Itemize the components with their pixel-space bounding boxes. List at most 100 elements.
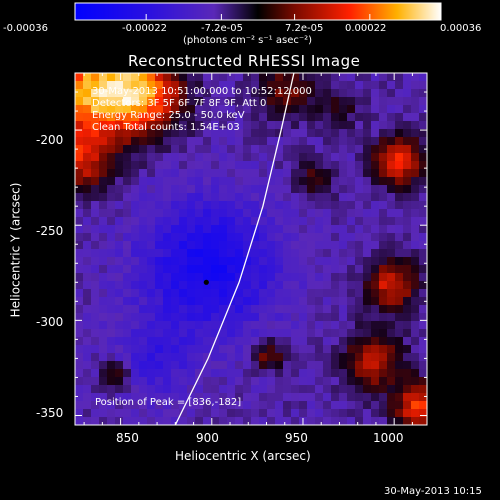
heatmap-cell xyxy=(107,297,116,306)
heatmap-cell xyxy=(331,289,340,298)
heatmap-cell xyxy=(323,113,332,122)
heatmap-cell xyxy=(363,249,372,258)
heatmap-cell xyxy=(219,249,228,258)
heatmap-cell xyxy=(155,281,164,290)
heatmap-cell xyxy=(355,113,364,122)
heatmap-cell xyxy=(211,377,220,386)
heatmap-cell xyxy=(331,409,340,418)
heatmap-cell xyxy=(299,377,308,386)
heatmap-cell xyxy=(187,225,196,234)
heatmap-cell xyxy=(419,257,427,266)
heatmap-cell xyxy=(203,281,212,290)
heatmap-cell xyxy=(155,105,164,114)
heatmap-cell xyxy=(195,377,204,386)
heatmap-cell xyxy=(275,145,284,154)
heatmap-cell xyxy=(123,313,132,322)
heatmap-cell xyxy=(99,201,108,210)
heatmap-cell xyxy=(331,385,340,394)
heatmap-cell xyxy=(163,337,172,346)
heatmap-cell xyxy=(411,129,420,138)
heatmap-cell xyxy=(339,161,348,170)
heatmap-cell xyxy=(299,305,308,314)
heatmap-cell xyxy=(99,97,108,106)
heatmap-cell xyxy=(363,345,372,354)
heatmap-cell xyxy=(363,265,372,274)
heatmap-cell xyxy=(235,81,244,90)
heatmap-cell xyxy=(91,337,100,346)
heatmap-cell xyxy=(187,193,196,202)
heatmap-cell xyxy=(91,361,100,370)
heatmap-cell xyxy=(251,369,260,378)
heatmap-cell xyxy=(347,153,356,162)
heatmap-cell xyxy=(419,337,427,346)
heatmap-cell xyxy=(379,257,388,266)
heatmap-cell xyxy=(155,169,164,178)
heatmap-cell xyxy=(219,145,228,154)
heatmap-cell xyxy=(163,209,172,218)
heatmap-cell xyxy=(115,289,124,298)
heatmap-cell xyxy=(91,89,100,98)
heatmap-cell xyxy=(179,241,188,250)
heatmap-cell xyxy=(235,329,244,338)
heatmap-cell xyxy=(395,377,404,386)
heatmap-cell xyxy=(235,289,244,298)
heatmap-cell xyxy=(251,297,260,306)
heatmap-cell xyxy=(275,313,284,322)
heatmap-cell xyxy=(283,185,292,194)
heatmap-cell xyxy=(331,361,340,370)
heatmap-cell xyxy=(131,89,140,98)
heatmap-cell xyxy=(107,153,116,162)
heatmap-cell xyxy=(331,169,340,178)
heatmap-cell xyxy=(235,249,244,258)
heatmap-cell xyxy=(275,105,284,114)
heatmap-cell xyxy=(171,377,180,386)
heatmap-cell xyxy=(299,177,308,186)
heatmap-cell xyxy=(115,161,124,170)
heatmap-cell xyxy=(123,193,132,202)
heatmap-cell xyxy=(355,97,364,106)
heatmap-cell xyxy=(203,137,212,146)
heatmap-cell xyxy=(187,169,196,178)
heatmap-cell xyxy=(187,297,196,306)
heatmap-cell xyxy=(411,273,420,282)
heatmap-cell xyxy=(91,409,100,418)
heatmap-cell xyxy=(195,89,204,98)
heatmap-cell xyxy=(403,393,412,402)
heatmap-cell xyxy=(99,369,108,378)
heatmap-cell xyxy=(259,121,268,130)
heatmap-cell xyxy=(195,385,204,394)
heatmap-cell xyxy=(395,249,404,258)
heatmap-cell xyxy=(219,289,228,298)
heatmap-cell xyxy=(339,137,348,146)
heatmap-cell xyxy=(107,385,116,394)
heatmap-cell xyxy=(299,209,308,218)
heatmap-cell xyxy=(179,121,188,130)
plot-frame xyxy=(74,72,428,426)
heatmap-cell xyxy=(403,353,412,362)
heatmap-cell xyxy=(379,81,388,90)
heatmap-cell xyxy=(395,81,404,90)
heatmap-cell xyxy=(267,73,276,82)
heatmap-cell xyxy=(379,241,388,250)
heatmap-cell xyxy=(267,185,276,194)
heatmap-cell xyxy=(347,353,356,362)
heatmap-cell xyxy=(83,217,92,226)
heatmap-cell xyxy=(179,249,188,258)
heatmap-cell xyxy=(83,121,92,130)
heatmap-cell xyxy=(291,113,300,122)
heatmap-cell xyxy=(211,121,220,130)
heatmap-cell xyxy=(371,345,380,354)
heatmap-cell xyxy=(315,113,324,122)
heatmap-cell xyxy=(395,353,404,362)
heatmap-cell xyxy=(291,369,300,378)
heatmap-cell xyxy=(379,161,388,170)
heatmap-cell xyxy=(387,393,396,402)
heatmap-cell xyxy=(75,145,84,154)
heatmap-cell xyxy=(75,361,84,370)
heatmap-cell xyxy=(227,305,236,314)
heatmap-cell xyxy=(339,289,348,298)
heatmap-cell xyxy=(75,265,84,274)
heatmap-cell xyxy=(179,329,188,338)
heatmap-cell xyxy=(219,345,228,354)
heatmap-cell xyxy=(195,73,204,82)
